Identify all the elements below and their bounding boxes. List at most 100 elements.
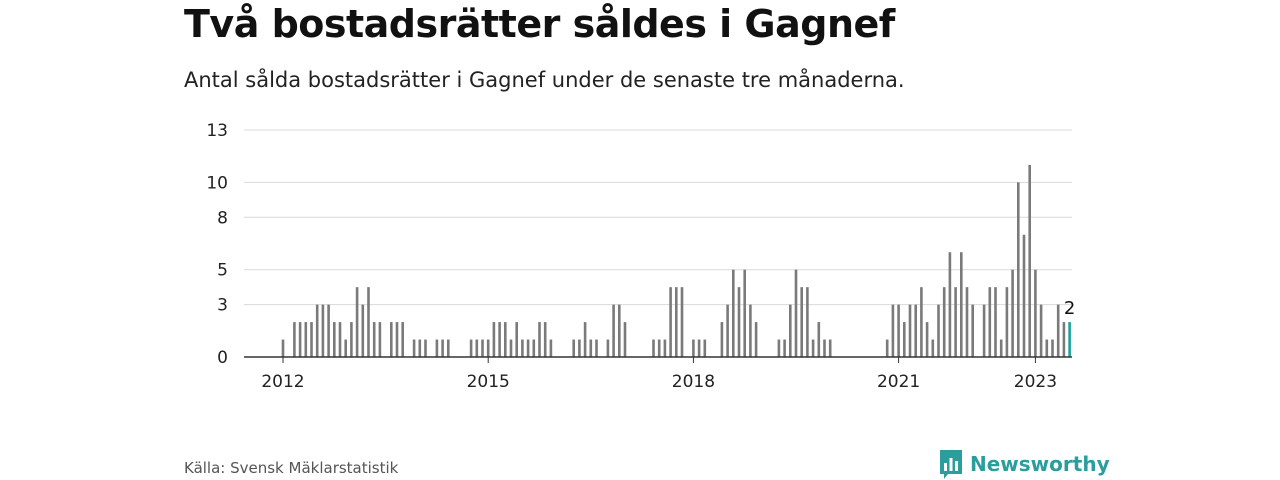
- bar: [412, 339, 416, 357]
- bar: [333, 322, 336, 357]
- bar: [942, 287, 946, 357]
- newsworthy-logo-icon: [940, 450, 962, 479]
- bar: [823, 339, 826, 357]
- bar: [344, 339, 347, 357]
- x-tick-label: 2023: [1014, 372, 1057, 392]
- y-tick-label: 13: [206, 121, 228, 141]
- bar: [378, 322, 382, 357]
- bar: [885, 339, 889, 357]
- bar: [697, 339, 701, 357]
- y-axis-ticks: 0 3 5 8 10 13: [206, 121, 228, 368]
- bar: [1005, 287, 1009, 357]
- bar: [583, 322, 587, 357]
- bar: [1056, 304, 1060, 357]
- bar: [298, 322, 302, 357]
- bar: [355, 287, 359, 357]
- bar: [327, 304, 330, 357]
- bar: [652, 339, 655, 357]
- bar: [469, 339, 473, 357]
- bar: [543, 322, 547, 357]
- x-tick-label: 2012: [261, 372, 304, 392]
- bar: [589, 339, 593, 357]
- bar: [914, 304, 917, 357]
- bar: [749, 304, 752, 357]
- bar: [948, 252, 952, 357]
- bar: [521, 339, 524, 357]
- chart-title: Två bostadsrätter såldes i Gagnef: [184, 2, 895, 46]
- bar: [994, 287, 997, 357]
- bar: [1051, 339, 1054, 357]
- bar-chart: 0 3 5 8 10 13 2012 2015 2018 2021 2023 2: [206, 121, 1075, 392]
- bar: [486, 339, 490, 357]
- bar: [908, 304, 912, 357]
- bar: [498, 322, 501, 357]
- bar: [720, 322, 724, 357]
- bar: [390, 322, 393, 357]
- x-tick-label: 2021: [877, 372, 920, 392]
- bar: [971, 304, 974, 357]
- bar: [618, 304, 621, 357]
- bar: [606, 339, 610, 357]
- bar: [897, 304, 900, 357]
- bar: [743, 269, 746, 357]
- bar: [475, 339, 479, 357]
- bar: [817, 322, 821, 357]
- bar: [937, 304, 940, 357]
- bar: [726, 304, 729, 357]
- bar: [794, 269, 798, 357]
- bar: [903, 322, 906, 357]
- bar: [965, 287, 969, 357]
- bar: [572, 339, 575, 357]
- bar: [806, 287, 809, 357]
- bar: [418, 339, 422, 357]
- bar: [680, 287, 684, 357]
- bar: [1017, 182, 1020, 357]
- x-tick-label: 2015: [467, 372, 510, 392]
- bar: [315, 304, 319, 357]
- bar: [1011, 269, 1014, 357]
- bar: [395, 322, 399, 357]
- bar: [1034, 269, 1037, 357]
- bar: [595, 339, 598, 357]
- bar: [931, 339, 935, 357]
- bar: [350, 322, 353, 357]
- bar: [703, 339, 707, 357]
- x-axis-ticks: 2012 2015 2018 2021 2023: [261, 357, 1057, 392]
- bar: [401, 322, 404, 357]
- y-tick-label: 3: [217, 296, 228, 316]
- bar: [504, 322, 507, 357]
- bar: [492, 322, 496, 357]
- bar: [920, 287, 923, 357]
- brand-logo: Newsworthy: [938, 448, 1110, 480]
- bar: [692, 339, 695, 357]
- bar: [509, 339, 513, 357]
- brand-name: Newsworthy: [970, 452, 1110, 476]
- bar-latest: [1068, 322, 1071, 357]
- bar: [424, 339, 427, 357]
- bar: [754, 322, 758, 357]
- bar: [549, 339, 553, 357]
- bar: [447, 339, 450, 357]
- bar: [532, 339, 536, 357]
- y-tick-label: 5: [217, 261, 228, 281]
- bar: [372, 322, 376, 357]
- bar: [515, 322, 518, 357]
- bar: [663, 339, 667, 357]
- bar: [293, 322, 296, 357]
- bar: [988, 287, 992, 357]
- bar: [800, 287, 803, 357]
- bar: [828, 339, 832, 357]
- bar: [789, 304, 792, 357]
- bar: [481, 339, 484, 357]
- bar: [578, 339, 581, 357]
- bar: [538, 322, 541, 357]
- last-value-label: 2: [1064, 298, 1075, 319]
- bar: [310, 322, 313, 357]
- bar: [675, 287, 678, 357]
- source-note: Källa: Svensk Mäklarstatistik: [184, 459, 399, 477]
- bar: [612, 304, 615, 357]
- y-tick-label: 8: [217, 208, 228, 228]
- bar: [737, 287, 741, 357]
- chart-subtitle: Antal sålda bostadsrätter i Gagnef under…: [184, 68, 905, 92]
- bar: [361, 304, 365, 357]
